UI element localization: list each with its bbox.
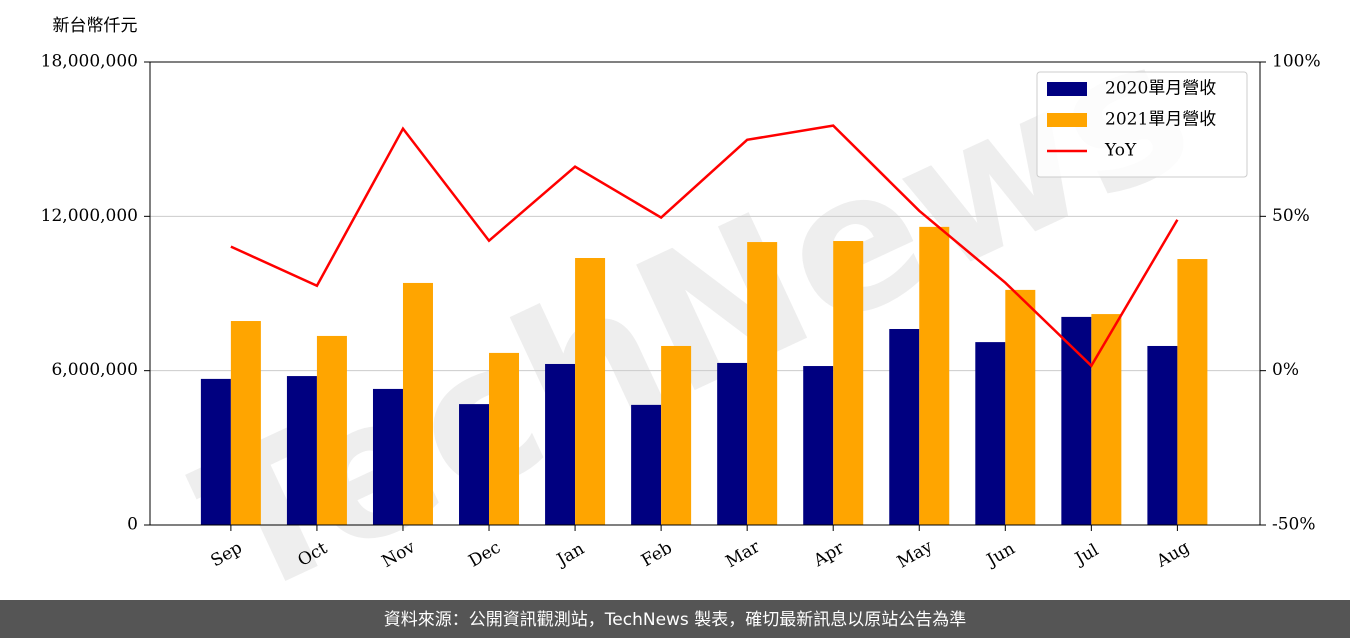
bar	[631, 404, 662, 525]
x-tick-label: May	[894, 536, 937, 572]
y2-tick-label: 50%	[1272, 206, 1310, 226]
x-tick-label: Jul	[1070, 540, 1102, 570]
bar	[975, 342, 1006, 525]
footer-bar	[0, 600, 1350, 638]
bar	[1061, 316, 1092, 525]
bar	[1005, 289, 1036, 525]
bar	[803, 366, 834, 525]
bar	[402, 282, 433, 525]
y-axis-label: 新台幣仟元	[53, 16, 138, 36]
legend-label: YoY	[1104, 141, 1137, 161]
y2-tick-label: 100%	[1272, 52, 1321, 72]
y2-tick-label: -50%	[1272, 515, 1316, 535]
y2-tick-label: 0%	[1272, 360, 1299, 380]
line	[230, 124, 1179, 368]
bar	[316, 335, 347, 525]
bar	[1147, 345, 1178, 525]
bar	[230, 321, 261, 525]
x-tick-label: Jun	[982, 539, 1019, 572]
bar	[717, 362, 748, 525]
legend-swatch	[1047, 82, 1087, 96]
bar	[545, 363, 576, 525]
bar	[833, 241, 864, 525]
bar	[747, 242, 778, 526]
bar	[200, 378, 231, 525]
x-tick-label: Apr	[810, 538, 849, 572]
bar	[489, 352, 520, 525]
x-tick-label: Feb	[638, 538, 676, 571]
bar	[919, 226, 950, 525]
legend-label: 2020單月營收	[1105, 79, 1216, 99]
footer: 資料來源：公開資訊觀測站，TechNews 製表，確切最新訊息以原站公告為準	[384, 610, 966, 630]
bar	[661, 345, 692, 525]
bar	[1091, 314, 1122, 525]
bar	[459, 404, 490, 525]
x-tick-label: Jan	[552, 539, 588, 571]
y-tick-label: 6,000,000	[51, 360, 138, 380]
y-tick-label: 18,000,000	[41, 52, 138, 72]
y-tick-label: 12,000,000	[41, 206, 138, 226]
bar	[286, 376, 317, 525]
x-tick-label: Mar	[722, 537, 764, 573]
y-tick-label: 0	[127, 515, 138, 535]
plot-frame	[149, 61, 1261, 526]
bar	[372, 388, 403, 525]
bar	[889, 328, 920, 525]
legend-box	[1036, 71, 1248, 178]
bar	[575, 258, 606, 525]
legend-swatch	[1047, 113, 1087, 127]
legend-label: 2021單月營收	[1105, 110, 1216, 130]
x-tick-label: Aug	[1153, 537, 1194, 572]
bar	[1177, 259, 1208, 525]
